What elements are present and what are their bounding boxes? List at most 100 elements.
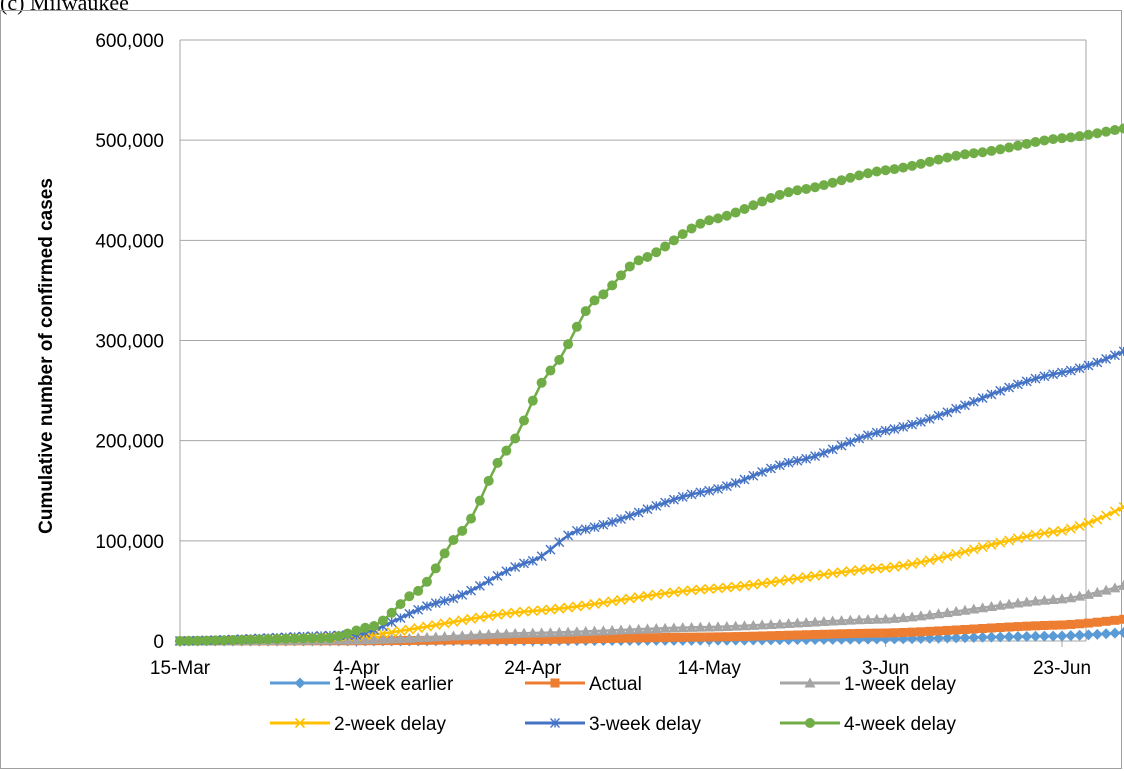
star-marker [510, 561, 521, 572]
star-marker [536, 551, 547, 562]
x-marker [518, 606, 530, 617]
x-marker [951, 548, 962, 560]
x-tick-label: 4-Apr [333, 658, 380, 679]
circle-marker [624, 261, 635, 272]
star-marker [1021, 376, 1032, 387]
square-marker [590, 634, 600, 644]
x-marker [615, 594, 627, 605]
triangle-marker [738, 620, 750, 631]
circle-marker [598, 289, 609, 300]
x-marker [510, 607, 521, 618]
star-marker [1065, 365, 1076, 376]
star-marker [739, 474, 750, 485]
triangle-marker [412, 632, 424, 643]
star-marker [421, 601, 432, 612]
triangle-marker [474, 629, 486, 640]
square-marker [616, 633, 626, 643]
x-marker [1004, 535, 1015, 546]
square-marker [792, 630, 802, 640]
diamond-marker [933, 632, 945, 644]
circle-marker [1004, 142, 1015, 153]
x-marker [898, 560, 909, 571]
x-marker [465, 613, 477, 624]
circle-marker [289, 633, 300, 644]
circle-marker [951, 150, 962, 161]
series-actual [175, 614, 1124, 646]
y-tick-label: 0 [153, 632, 164, 653]
x-tick-label: 24-Apr [504, 658, 562, 679]
triangle-marker [694, 621, 706, 632]
star-marker [686, 489, 697, 500]
square-marker [863, 628, 873, 638]
triangle-marker [853, 614, 865, 625]
y-tick-label: 600,000 [95, 31, 164, 52]
triangle-marker [500, 628, 512, 639]
star-marker [439, 595, 450, 606]
x-marker [607, 596, 618, 607]
series-line [179, 127, 1124, 643]
circle-marker [192, 635, 203, 646]
diamond-marker [1021, 630, 1033, 642]
x-marker [862, 564, 874, 575]
circle-marker [1021, 138, 1032, 149]
circle-marker [933, 154, 944, 165]
circle-marker [805, 718, 815, 728]
series-3-week-delay [175, 346, 1124, 646]
x-marker [818, 569, 829, 580]
star-marker [977, 392, 988, 403]
triangle-marker [1082, 588, 1094, 599]
triangle-marker [597, 625, 609, 636]
square-marker [563, 634, 573, 644]
star-marker [466, 585, 477, 596]
square-marker [1066, 619, 1076, 629]
x-marker [836, 567, 847, 578]
triangle-marker [571, 626, 583, 637]
diamond-marker [1003, 631, 1015, 643]
series-line [179, 349, 1124, 643]
x-marker [633, 592, 644, 603]
triangle-marker [1091, 586, 1103, 597]
star-marker [1048, 369, 1059, 380]
circle-marker [1030, 137, 1041, 148]
circle-marker [862, 168, 873, 179]
triangle-marker [977, 602, 989, 613]
circle-marker [783, 187, 794, 198]
star-marker [748, 470, 759, 481]
triangle-marker [439, 630, 451, 641]
series-1-week-delay [174, 579, 1124, 646]
triangle-marker [589, 625, 601, 636]
x-marker [580, 600, 591, 611]
square-marker [642, 633, 652, 643]
triangle-marker [703, 621, 715, 632]
square-marker [550, 678, 560, 688]
triangle-marker [924, 609, 936, 620]
diamond-marker [1118, 627, 1124, 639]
square-marker [889, 628, 899, 638]
triangle-marker [492, 628, 504, 639]
x-marker [1092, 514, 1103, 525]
x-marker [942, 551, 953, 562]
triangle-marker [765, 618, 777, 629]
star-marker [880, 425, 891, 436]
square-marker [898, 627, 908, 637]
square-marker [704, 632, 714, 642]
diamond-marker [941, 632, 953, 644]
star-marker [871, 427, 882, 438]
x-marker [554, 603, 565, 614]
star-marker [986, 389, 997, 400]
star-marker [448, 593, 459, 604]
circle-marker [457, 525, 468, 536]
triangle-marker [1065, 592, 1077, 603]
star-marker [915, 416, 926, 427]
legend-item: 1-week earlier [270, 674, 454, 695]
circle-marker [518, 415, 529, 426]
square-marker [828, 629, 838, 639]
star-marker [792, 455, 803, 466]
x-marker [783, 574, 794, 585]
star-marker [474, 580, 485, 591]
circle-marker [818, 180, 829, 191]
square-marker [475, 635, 485, 645]
star-marker [774, 460, 785, 471]
triangle-marker [580, 625, 592, 636]
square-marker [537, 634, 547, 644]
